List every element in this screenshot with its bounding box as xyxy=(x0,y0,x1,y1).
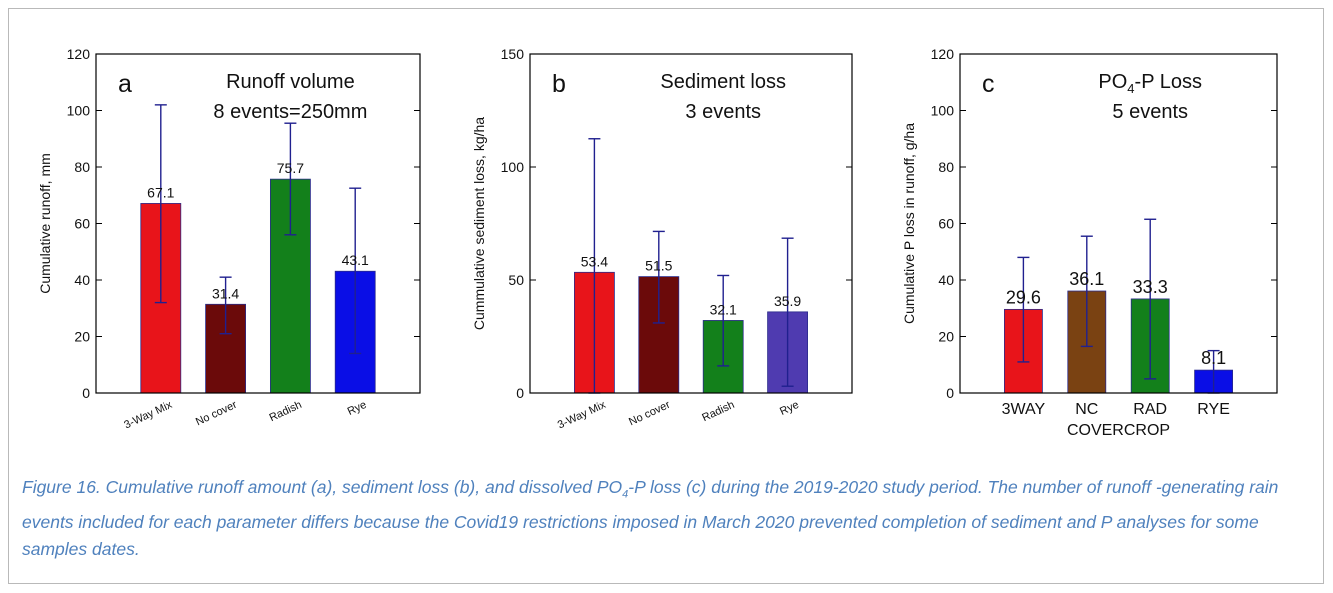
y-tick-label: 120 xyxy=(931,46,955,62)
chart-title-line: 8 events=250mm xyxy=(213,101,367,123)
error-bar xyxy=(1144,218,1157,380)
y-tick-label: 60 xyxy=(74,216,90,232)
data-label: 75.7 xyxy=(277,160,304,176)
error-bar xyxy=(1017,256,1030,363)
data-label: 32.1 xyxy=(710,301,737,317)
y-tick-label: 100 xyxy=(501,159,525,175)
y-tick-label: 0 xyxy=(946,385,954,401)
y-tick-label: 50 xyxy=(508,272,524,288)
data-label: 51.5 xyxy=(645,258,672,274)
error-bar xyxy=(284,122,297,236)
y-tick-label: 60 xyxy=(938,216,954,232)
y-tick-label: 100 xyxy=(931,103,955,119)
chart-panel-b: 53.4 51.5 32.1 35.9 0 50 100 150 3-Way Mix No cov… xyxy=(471,46,853,432)
y-tick-label: 40 xyxy=(74,272,90,288)
x-tick-label: RYE xyxy=(1197,401,1230,418)
y-axis-label: Cumulative P loss in runoff, g/ha xyxy=(901,123,917,324)
x-axis-label: COVERCROP xyxy=(1067,422,1170,439)
data-label: 29.6 xyxy=(1006,287,1041,307)
x-tick-label: Rye xyxy=(346,399,369,418)
panel-letter: c xyxy=(982,70,995,98)
chart-title-line: Sediment loss xyxy=(660,71,786,93)
y-tick-label: 0 xyxy=(516,385,524,401)
data-label: 67.1 xyxy=(147,184,174,200)
y-tick-label: 20 xyxy=(74,329,90,345)
x-tick-label: No cover xyxy=(627,399,672,429)
charts-area: 67.1 31.4 75.7 43.1 0 20 40 60 80 100 120 3-Way Mix… xyxy=(37,46,1278,439)
y-tick-label: 150 xyxy=(501,46,525,62)
x-tick-label: 3-Way Mix xyxy=(122,399,174,432)
y-tick-label: 80 xyxy=(938,159,954,175)
figure-frame xyxy=(8,8,1324,584)
x-tick-label: 3-Way Mix xyxy=(556,399,608,432)
data-label: 43.1 xyxy=(342,252,369,268)
y-tick-label: 0 xyxy=(82,385,90,401)
y-tick-label: 40 xyxy=(938,272,954,288)
panel-letter: a xyxy=(118,70,132,98)
y-tick-label: 20 xyxy=(938,329,954,345)
error-bar xyxy=(1080,235,1093,348)
x-tick-label: Radish xyxy=(700,399,736,424)
x-tick-label: 3WAY xyxy=(1002,401,1046,418)
panel-letter: b xyxy=(552,70,566,98)
y-tick-label: 80 xyxy=(74,159,90,175)
figure-caption: Figure 16. Cumulative runoff amount (a),… xyxy=(22,474,1312,563)
error-bar xyxy=(154,104,167,304)
chart-panel-a: 67.1 31.4 75.7 43.1 0 20 40 60 80 100 120 3-Way Mix… xyxy=(37,46,421,432)
data-label: 36.1 xyxy=(1069,269,1104,289)
data-label: 31.4 xyxy=(212,285,239,301)
chart-title-line: 5 events xyxy=(1112,101,1188,123)
data-label: 35.9 xyxy=(774,293,801,309)
error-bar xyxy=(349,187,362,355)
y-tick-label: 120 xyxy=(67,46,91,62)
x-tick-label: No cover xyxy=(194,399,239,429)
y-axis-label: Cummulative sediment loss, kg/ha xyxy=(471,117,487,330)
data-label: 8.1 xyxy=(1201,348,1226,368)
error-bar xyxy=(219,276,232,335)
error-bar xyxy=(717,274,730,367)
x-tick-label: Rye xyxy=(778,399,801,418)
y-axis-label: Cumulative runoff, mm xyxy=(37,153,53,294)
caption-subscript: 4 xyxy=(622,488,629,501)
chart-title-line: Runoff volume xyxy=(226,71,355,93)
y-tick-label: 100 xyxy=(67,103,91,119)
chart-title-line: PO4-P Loss xyxy=(1098,71,1202,96)
data-label: 53.4 xyxy=(581,253,608,269)
chart-panel-c: 29.6 36.1 33.3 8.1 0 20 40 60 80 100 120 3WAY NC RAD R… xyxy=(901,46,1278,439)
error-bar xyxy=(652,230,665,324)
x-tick-label: Radish xyxy=(268,399,304,424)
plot-frame xyxy=(529,53,853,394)
caption-text-1: Figure 16. Cumulative runoff amount (a),… xyxy=(22,477,623,497)
x-tick-label: NC xyxy=(1075,401,1098,418)
x-tick-label: RAD xyxy=(1133,401,1167,418)
caption-text-2: -P loss (c) during the 2019-2020 study p… xyxy=(22,477,1279,559)
data-label: 33.3 xyxy=(1133,277,1168,297)
chart-title-line: 3 events xyxy=(685,101,761,123)
error-bar xyxy=(781,237,794,387)
